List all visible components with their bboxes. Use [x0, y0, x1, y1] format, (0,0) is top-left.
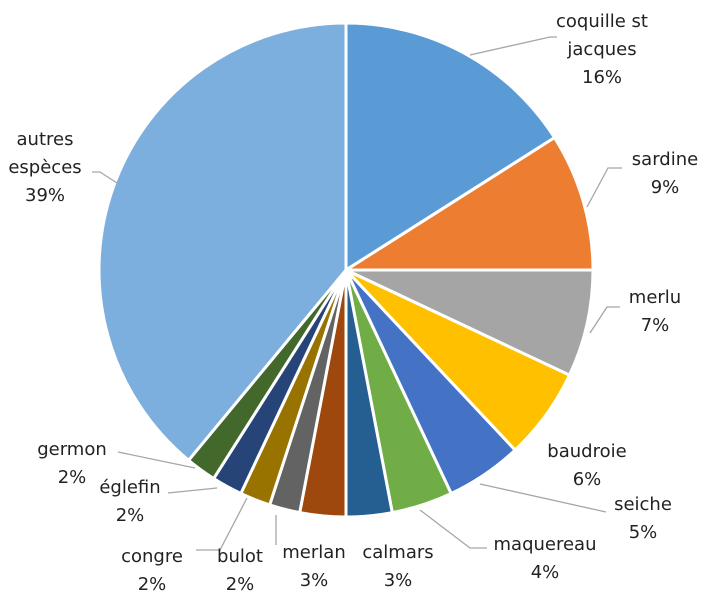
value-label: 9%	[650, 177, 680, 198]
leader-line	[589, 306, 620, 334]
value-label: 39%	[24, 185, 66, 206]
category-label: bulot	[217, 546, 263, 567]
value-label: 16%	[581, 67, 623, 88]
leader-line	[479, 483, 607, 513]
value-label: 2%	[115, 505, 145, 526]
value-label: 7%	[640, 315, 670, 336]
pie-slice	[344, 21, 557, 273]
leader-line	[469, 36, 557, 56]
category-label: congre	[121, 546, 183, 567]
pie-slice	[340, 135, 595, 272]
category-label: coquille st jacques	[556, 11, 648, 60]
leader-line	[586, 167, 622, 208]
category-label: églefin	[99, 477, 161, 498]
value-label: 3%	[383, 570, 413, 591]
value-label: 2%	[57, 467, 87, 488]
leader-line	[419, 509, 487, 549]
category-label: baudroie	[547, 441, 627, 462]
value-label: 6%	[572, 469, 602, 490]
category-label: calmars	[362, 542, 434, 563]
category-label: sardine	[631, 149, 699, 170]
value-label: 3%	[299, 570, 329, 591]
category-label: autres espèces	[8, 129, 82, 178]
pie-slice	[97, 21, 348, 463]
category-label: merlan	[282, 542, 346, 563]
leader-line	[117, 451, 196, 469]
leader-line	[92, 171, 118, 184]
leader-line	[167, 487, 218, 494]
pie-slice	[345, 268, 595, 378]
category-label: merlu	[628, 287, 682, 308]
value-label: 2%	[137, 574, 167, 595]
category-label: maquereau	[493, 534, 597, 555]
value-label: 4%	[530, 562, 560, 583]
value-label: 2%	[225, 574, 255, 595]
category-label: seiche	[614, 494, 672, 515]
category-label: germon	[37, 439, 107, 460]
leader-line	[196, 497, 248, 551]
value-label: 5%	[628, 522, 658, 543]
